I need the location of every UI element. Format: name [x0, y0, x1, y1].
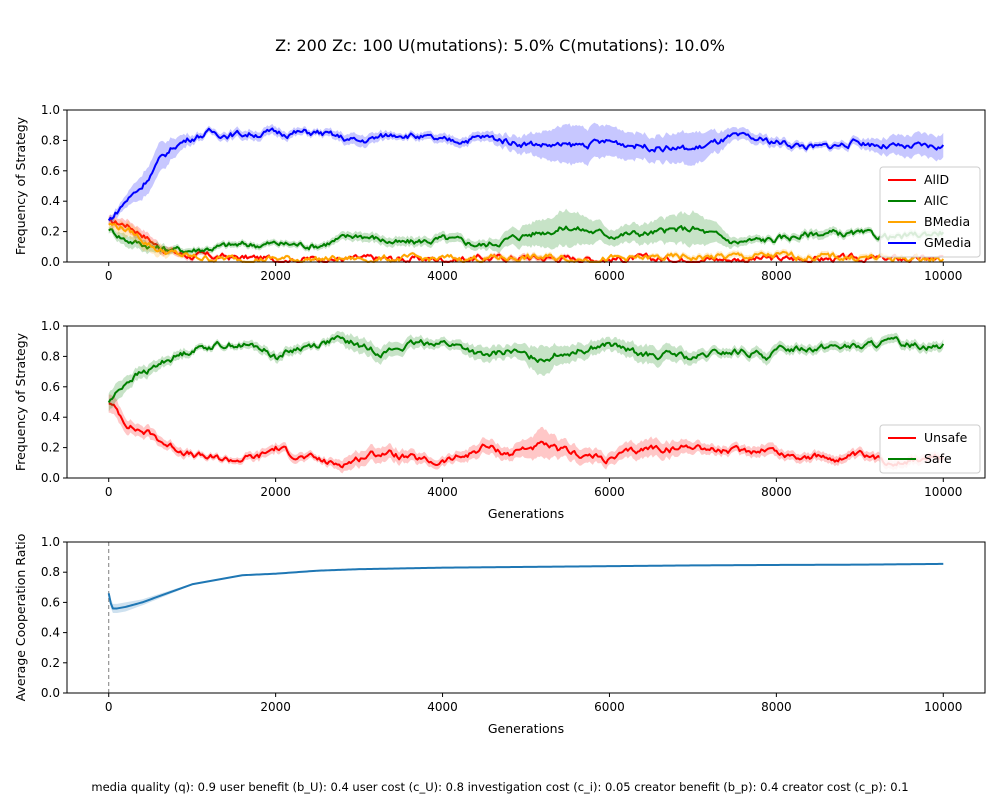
y-tick-label: 0.6	[41, 164, 60, 178]
x-tick-label: 2000	[260, 269, 291, 283]
x-tick-label: 6000	[594, 700, 625, 714]
series-line-series	[109, 564, 944, 609]
y-tick-label: 0.4	[41, 410, 60, 424]
y-tick-label: 0.0	[41, 255, 60, 269]
y-tick-label: 0.2	[41, 441, 60, 455]
x-tick-label: 2000	[260, 485, 291, 499]
y-tick-label: 0.2	[41, 225, 60, 239]
x-tick-label: 10000	[924, 700, 962, 714]
y-tick-label: 0.8	[41, 565, 60, 579]
x-tick-label: 0	[105, 269, 113, 283]
x-tick-label: 2000	[260, 700, 291, 714]
legend-label-alld: AllD	[924, 172, 949, 187]
chart-panel-2: 0 2000 4000 6000 8000 10000 0.0 0.2 0.4 0.6 0.8 1.0…	[13, 319, 985, 521]
y-axis-label: Average Cooperation Ratio	[13, 534, 28, 702]
y-tick-label: 0.6	[41, 380, 60, 394]
legend: AllD AllC BMedia GMedia	[880, 167, 980, 257]
parameter-footer: media quality (q): 0.9 user benefit (b_U…	[0, 780, 1000, 794]
x-tick-label: 0	[105, 700, 113, 714]
y-axis-label: Frequency of Strategy	[13, 116, 28, 255]
y-tick-label: 0.8	[41, 349, 60, 363]
y-tick-label: 0.8	[41, 133, 60, 147]
x-axis-label: Generations	[488, 721, 564, 736]
y-tick-label: 0.6	[41, 595, 60, 609]
band-series	[109, 564, 944, 613]
x-tick-label: 4000	[427, 700, 458, 714]
x-tick-label: 4000	[427, 269, 458, 283]
legend-label-unsafe: Unsafe	[924, 430, 968, 445]
x-tick-label: 0	[105, 485, 113, 499]
x-tick-label: 10000	[924, 269, 962, 283]
y-tick-label: 0.4	[41, 194, 60, 208]
y-axis-label: Frequency of Strategy	[13, 332, 28, 471]
chart-panel-1: 0 2000 4000 6000 8000 10000 0.0 0.2 0.4 0.6 0.8 1.0…	[13, 103, 985, 283]
y-tick-label: 1.0	[41, 319, 60, 333]
band-allc	[109, 209, 944, 256]
y-tick-label: 0.0	[41, 686, 60, 700]
x-tick-label: 4000	[427, 485, 458, 499]
y-tick-label: 0.0	[41, 471, 60, 485]
y-tick-label: 0.2	[41, 656, 60, 670]
x-tick-label: 10000	[924, 485, 962, 499]
y-tick-label: 0.4	[41, 626, 60, 640]
x-tick-label: 8000	[761, 700, 792, 714]
legend-label-safe: Safe	[924, 451, 952, 466]
x-axis-label: Generations	[488, 506, 564, 521]
x-tick-label: 8000	[761, 269, 792, 283]
y-tick-label: 1.0	[41, 535, 60, 549]
band-gmedia	[109, 123, 944, 224]
band-safe	[109, 331, 944, 412]
legend-label-bmedia: BMedia	[924, 214, 970, 229]
x-tick-label: 6000	[594, 269, 625, 283]
legend-label-allc: AllC	[924, 193, 948, 208]
legend-label-gmedia: GMedia	[924, 235, 971, 250]
y-tick-label: 1.0	[41, 103, 60, 117]
x-tick-label: 8000	[761, 485, 792, 499]
chart-panel-3: 0 2000 4000 6000 8000 10000 0.0 0.2 0.4 0.6 0.8 1.0…	[13, 534, 985, 736]
x-tick-label: 6000	[594, 485, 625, 499]
legend: Unsafe Safe	[880, 425, 980, 473]
